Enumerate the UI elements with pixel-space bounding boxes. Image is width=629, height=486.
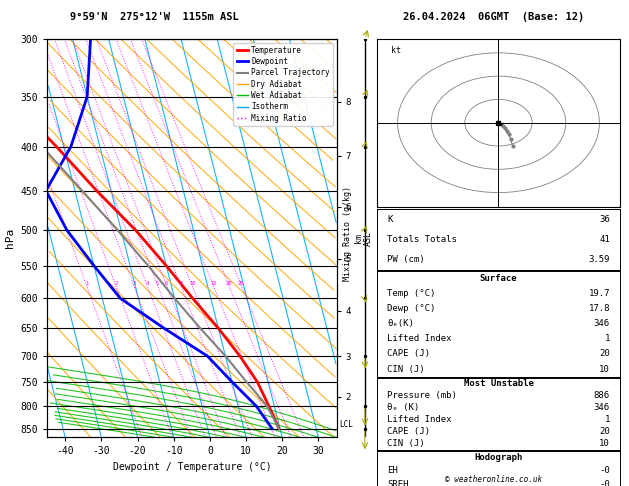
Text: Mixing Ratio (g/kg): Mixing Ratio (g/kg) — [343, 186, 352, 281]
Text: © weatheronline.co.uk: © weatheronline.co.uk — [445, 474, 542, 484]
X-axis label: Dewpoint / Temperature (°C): Dewpoint / Temperature (°C) — [113, 462, 271, 472]
Text: 20: 20 — [599, 427, 610, 436]
Text: CIN (J): CIN (J) — [387, 439, 425, 448]
Text: Dewp (°C): Dewp (°C) — [387, 304, 435, 313]
Text: 886: 886 — [594, 391, 610, 400]
Text: 10: 10 — [189, 280, 196, 286]
Text: CAPE (J): CAPE (J) — [387, 427, 430, 436]
Text: 10: 10 — [599, 364, 610, 374]
Text: 3: 3 — [132, 280, 135, 286]
Text: Most Unstable: Most Unstable — [464, 379, 533, 388]
Text: EH: EH — [387, 466, 398, 475]
Text: 1: 1 — [604, 334, 610, 343]
Text: 19.7: 19.7 — [588, 289, 610, 298]
Text: -0: -0 — [599, 480, 610, 486]
Y-axis label: km
ASL: km ASL — [353, 231, 373, 245]
Text: kt: kt — [391, 46, 401, 55]
Text: Temp (°C): Temp (°C) — [387, 289, 435, 298]
Text: 2: 2 — [114, 280, 118, 286]
Text: 6: 6 — [165, 280, 168, 286]
Text: θₑ(K): θₑ(K) — [387, 319, 414, 328]
Text: 10: 10 — [599, 439, 610, 448]
Text: PW (cm): PW (cm) — [387, 255, 425, 264]
Legend: Temperature, Dewpoint, Parcel Trajectory, Dry Adiabat, Wet Adiabat, Isotherm, Mi: Temperature, Dewpoint, Parcel Trajectory… — [233, 43, 333, 125]
Text: 8: 8 — [179, 280, 182, 286]
Y-axis label: hPa: hPa — [5, 228, 15, 248]
Text: 5: 5 — [156, 280, 159, 286]
Text: Lifted Index: Lifted Index — [387, 334, 452, 343]
Text: 346: 346 — [594, 319, 610, 328]
Text: K: K — [387, 215, 392, 224]
Text: CAPE (J): CAPE (J) — [387, 349, 430, 359]
Text: Lifted Index: Lifted Index — [387, 415, 452, 424]
Text: 1: 1 — [604, 415, 610, 424]
Text: SREH: SREH — [387, 480, 409, 486]
Text: 346: 346 — [594, 403, 610, 412]
Text: LCL: LCL — [340, 420, 353, 429]
Text: 41: 41 — [599, 235, 610, 244]
Text: 17.8: 17.8 — [588, 304, 610, 313]
Text: -0: -0 — [599, 466, 610, 475]
Text: Totals Totals: Totals Totals — [387, 235, 457, 244]
Text: 15: 15 — [210, 280, 216, 286]
Text: 36: 36 — [599, 215, 610, 224]
Text: 26.04.2024  06GMT  (Base: 12): 26.04.2024 06GMT (Base: 12) — [403, 12, 584, 22]
Text: Pressure (mb): Pressure (mb) — [387, 391, 457, 400]
Text: θₑ (K): θₑ (K) — [387, 403, 420, 412]
Text: Surface: Surface — [480, 274, 517, 283]
Text: Hodograph: Hodograph — [474, 453, 523, 462]
Text: CIN (J): CIN (J) — [387, 364, 425, 374]
Text: 20: 20 — [599, 349, 610, 359]
Text: 3.59: 3.59 — [588, 255, 610, 264]
Text: 25: 25 — [238, 280, 245, 286]
Text: 9°59'N  275°12'W  1155m ASL: 9°59'N 275°12'W 1155m ASL — [70, 12, 238, 22]
Text: 1: 1 — [85, 280, 88, 286]
Text: 4: 4 — [145, 280, 148, 286]
Text: 20: 20 — [226, 280, 232, 286]
